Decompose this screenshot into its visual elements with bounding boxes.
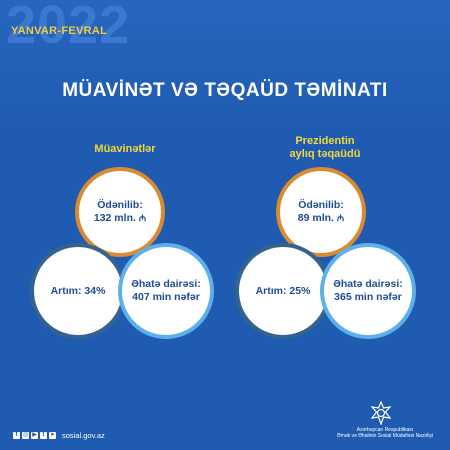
paid-circle-benefits: Ödənilib: 132 mln. ₼ [75, 167, 165, 257]
ministry-name-line2: Əmək və Əhalinin Sosial Müdafiəsi Nazirl… [336, 433, 434, 439]
growth-circle-benefits: Artım: 34% [30, 243, 126, 339]
paid-label: Ödənilib: [97, 199, 143, 211]
panel-heading-presidential: Prezidentin aylıq təqaüdü [255, 135, 395, 161]
manat-icon: ₼ [138, 213, 147, 223]
ministry-name-line1: Azərbaycan Respublikası [356, 427, 414, 433]
panel-heading-line2: aylıq təqaüdü [289, 148, 361, 160]
growth-text: Artım: 25% [255, 284, 311, 297]
paid-value: 89 mln. [297, 212, 334, 224]
page-title: MÜAVİNƏT VƏ TƏQAÜD TƏMİNATI [62, 80, 388, 101]
ministry-emblem-icon [370, 401, 392, 425]
facebook-icon[interactable]: f [13, 432, 20, 439]
coverage-label: Əhatə dairəsi: [131, 278, 201, 290]
website-link[interactable]: sosial.gov.az [62, 431, 105, 440]
coverage-circle-presidential: Əhatə dairəsi: 365 min nəfər [320, 243, 416, 339]
header-band [0, 0, 450, 125]
panel-heading-line1: Prezidentin [295, 135, 355, 147]
manat-icon: ₼ [336, 213, 345, 223]
coverage-circle-benefits: Əhatə dairəsi: 407 min nəfər [118, 243, 214, 339]
paid-label: Ödənilib: [298, 199, 344, 211]
year-watermark: 2022 [6, 0, 131, 55]
growth-text: Artım: 34% [50, 284, 106, 297]
paid-value: 132 mln. [93, 212, 136, 224]
twitter-icon[interactable]: t [40, 432, 47, 439]
period-label: YANVAR-FEVRAL [11, 25, 108, 37]
ministry-name: Azərbaycan Respublikası Əmək və Əhalinin… [330, 427, 440, 439]
panel-heading-benefits: Müavinətlər [55, 143, 195, 156]
growth-circle-presidential: Artım: 25% [235, 243, 331, 339]
coverage-value: 407 min nəfər [132, 291, 200, 303]
youtube-icon[interactable]: ▶ [31, 432, 38, 439]
instagram-icon[interactable]: ◎ [22, 432, 29, 439]
telegram-icon[interactable]: ➤ [49, 432, 56, 439]
panel-heading-line1: Müavinətlər [94, 143, 156, 155]
social-links: f ◎ ▶ t ➤ [13, 432, 56, 439]
paid-circle-presidential: Ödənilib: 89 mln. ₼ [276, 167, 366, 257]
coverage-value: 365 min nəfər [334, 291, 402, 303]
coverage-label: Əhatə dairəsi: [333, 278, 403, 290]
